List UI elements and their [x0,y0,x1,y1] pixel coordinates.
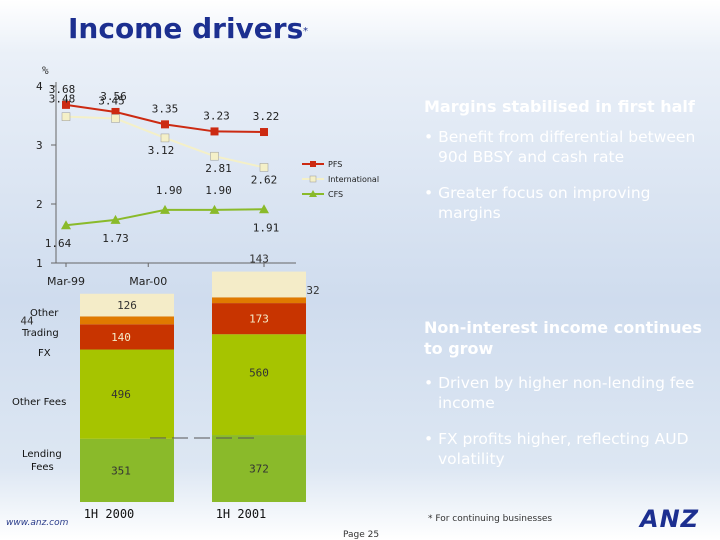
legend-label-international: International [328,175,379,184]
y-tick-label: 1 [36,257,43,270]
marker-international [111,114,120,123]
marker-international [210,151,219,161]
data-label-pfs: 3.35 [152,102,179,115]
bar-value-trading: 32 [306,284,319,297]
marker-cfs [259,204,269,214]
marker-cfs [110,214,121,224]
marker-cfs [160,204,170,214]
data-label-cfs: 1.90 [156,184,183,197]
slide-title: Income drivers [68,12,304,45]
bar-value-other: 143 [249,252,269,265]
bar-segment-lendingfees [80,438,174,502]
legend-label-cfs: CFS [328,190,343,199]
title-footnote-marker: * [303,26,308,37]
bar-value-lendingfees: 372 [249,463,269,476]
y-unit-label: % [42,64,49,77]
data-label-international: 3.12 [148,144,175,157]
marker-cfs [209,204,220,214]
marker-pfs [62,100,70,109]
income-heading: Non-interest income continues to grow [424,318,702,358]
data-label-cfs: 1.91 [253,221,280,234]
data-label-cfs: 1.73 [102,232,129,245]
website-url: www.anz.com [6,518,69,528]
anz-logo-text: ANZ [640,505,700,533]
y-tick-label: 2 [36,198,43,211]
bar-value-otherfees: 496 [111,388,131,401]
data-label-international: 3.48 [49,93,76,106]
bar-segment-other [80,293,174,317]
page-number: Page 25 [343,530,380,540]
segment-label-other-fees: Other Fees [12,397,66,408]
segment-label-fx: FX [38,348,51,359]
income-bullet-1: Driven by higher non-lending fee income [424,373,704,413]
margins-heading: Margins stabilised in first half [424,97,695,116]
footnote: * For continuing businesses [428,514,553,524]
bar-value-other: 126 [117,299,137,312]
data-label-cfs: 1.90 [205,184,232,197]
margins-bullet-2: Greater focus on improving margins [424,183,700,223]
bar-segment-otherfees [212,334,306,436]
marker-international [160,133,170,143]
marker-pfs [161,120,169,129]
margins-panel: Margins stabilised in first half Benefit… [424,96,700,223]
legend-marker-international [309,175,317,183]
y-axis: 1 2 3 4 [36,80,57,270]
data-label-cfs: 1.64 [45,237,72,250]
bar-segment-other [212,271,306,298]
category-labels: 1H 2000 1H 2001 [84,507,267,521]
x-tick-label: Mar-00 [129,275,167,288]
segment-label-other: Other [30,308,59,319]
income-panel: Non-interest income continues to grow Dr… [424,317,704,469]
legend: PFS International CFS [302,160,379,199]
bar-segment-lendingfees [212,435,306,502]
anz-logo: ANZ [640,505,710,533]
line-series-group: 3.68 3.56 3.35 3.23 3.22 3.48 3.45 3.12 2.81 2.62… [45,83,280,250]
y-tick-label: 3 [36,139,43,152]
y-tick-label: 4 [36,80,43,93]
bar-segment-fx [212,303,306,335]
legend-marker-cfs [309,190,317,197]
marker-international [61,112,71,121]
bar-value-lendingfees: 351 [111,464,131,477]
x-tick-label: Mar-99 [47,275,85,288]
marker-pfs [210,127,219,136]
bar-value-trading: 44 [20,314,34,327]
segment-label-lending: Lending Fees [22,449,62,473]
bar-stacks: 351 496 140 44 126 372 560 173 32 143 [20,252,320,502]
data-label-international: 2.62 [251,173,278,186]
data-label-pfs: 3.56 [100,90,127,103]
bar-segment-fx [80,324,174,350]
category-label: 1H 2001 [216,507,267,521]
data-label-pfs: 3.22 [253,110,280,123]
legend-marker-pfs [310,161,316,167]
category-label: 1H 2000 [84,507,135,521]
marker-pfs [260,128,268,137]
data-label-pfs: 3.23 [203,109,230,122]
marker-cfs [61,220,71,230]
data-label-international: 3.45 [98,94,125,107]
bar-value-fx: 140 [111,331,131,344]
data-label-international: 2.81 [205,162,232,175]
segment-label-trading: Trading [21,328,59,339]
bar-segment-trading [80,316,174,325]
legend-label-pfs: PFS [328,160,342,169]
bar-value-otherfees: 560 [249,367,269,380]
bar-segment-otherfees [80,349,174,439]
bar-segment-trading [212,297,306,304]
data-label-pfs: 3.68 [49,83,76,96]
margins-bullet-1: Benefit from differential between 90d BB… [424,127,700,167]
marker-international [259,163,269,172]
marker-pfs [111,107,120,116]
segment-labels: Lending Fees Other Fees FX Trading Other [12,308,66,473]
bar-value-fx: 173 [249,313,269,326]
income-bullet-2: FX profits higher, reflecting AUD volati… [424,429,704,469]
